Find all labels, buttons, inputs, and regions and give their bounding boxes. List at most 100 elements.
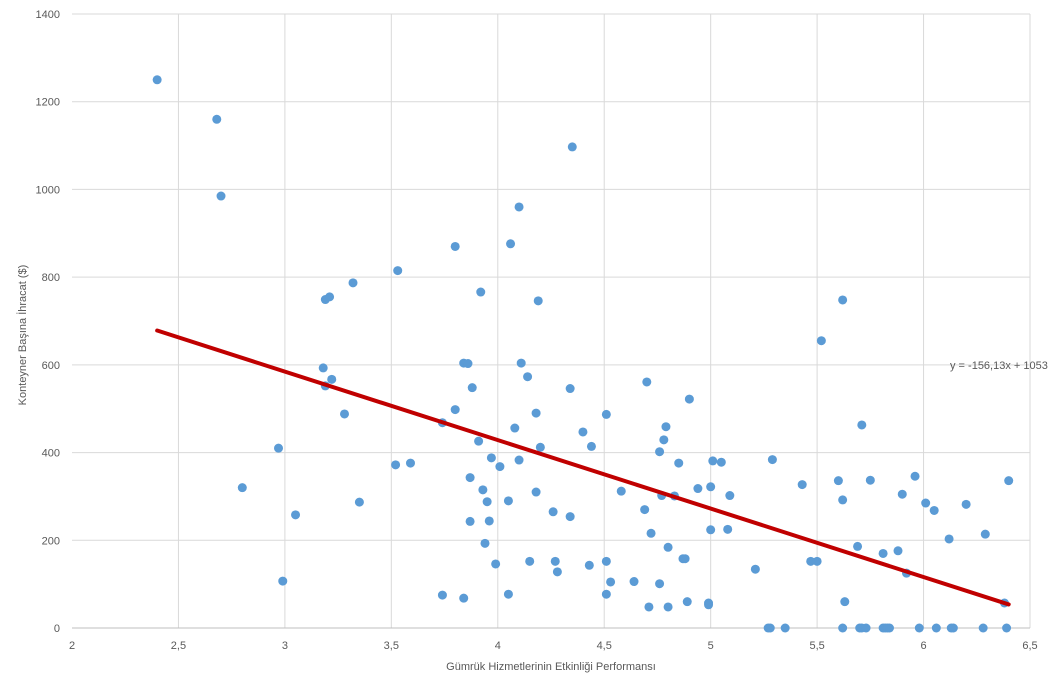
data-point <box>838 495 848 505</box>
data-point <box>640 505 650 515</box>
data-point <box>216 191 226 201</box>
data-point <box>405 458 415 468</box>
data-point <box>708 456 718 466</box>
data-point <box>354 497 364 507</box>
data-point <box>961 499 971 509</box>
data-point <box>663 602 673 612</box>
data-point <box>601 556 611 566</box>
data-point <box>980 529 990 539</box>
data-point <box>646 528 656 538</box>
x-tick-label: 5,5 <box>809 640 824 652</box>
data-point <box>531 487 541 497</box>
data-point <box>237 483 247 493</box>
data-point <box>514 202 524 212</box>
x-tick-label: 2 <box>69 640 75 652</box>
data-point <box>765 623 775 633</box>
data-point <box>655 579 665 589</box>
data-point <box>565 384 575 394</box>
data-point <box>465 516 475 526</box>
y-tick-label: 0 <box>54 623 60 635</box>
x-tick-label: 3,5 <box>384 640 399 652</box>
data-point <box>586 441 596 451</box>
x-tick-label: 5 <box>708 640 714 652</box>
y-tick-label: 1400 <box>36 9 60 21</box>
data-point <box>767 455 777 465</box>
data-point <box>644 602 654 612</box>
data-point <box>884 623 894 633</box>
data-point <box>921 498 931 508</box>
data-point <box>393 266 403 276</box>
data-point <box>840 597 850 607</box>
trendline-group: y = -156,13x + 1053 <box>155 328 1048 607</box>
x-tick-label: 4,5 <box>597 640 612 652</box>
data-point <box>853 541 863 551</box>
data-point <box>897 489 907 499</box>
data-point <box>391 460 401 470</box>
data-point <box>944 534 954 544</box>
data-point <box>463 359 473 369</box>
data-point <box>680 554 690 564</box>
trendline-equation: y = -156,13x + 1053 <box>950 360 1048 372</box>
data-point <box>480 538 490 548</box>
data-point <box>467 383 477 393</box>
data-point <box>914 623 924 633</box>
data-point <box>152 75 162 85</box>
data-point <box>838 295 848 305</box>
data-point <box>339 409 349 419</box>
data-point <box>506 239 516 249</box>
data-point <box>861 623 871 633</box>
data-point <box>704 600 714 610</box>
data-point <box>474 436 484 446</box>
data-point <box>1004 476 1014 486</box>
data-point <box>706 525 716 535</box>
data-point <box>684 394 694 404</box>
data-point <box>291 510 301 520</box>
data-point <box>503 589 513 599</box>
data-point <box>565 512 575 522</box>
data-point <box>533 296 543 306</box>
data-point <box>674 458 684 468</box>
data-point <box>716 457 726 467</box>
data-point <box>978 623 988 633</box>
data-point <box>725 491 735 501</box>
y-tick-label: 1000 <box>36 184 60 196</box>
data-point <box>212 114 222 124</box>
y-tick-label: 600 <box>42 360 60 372</box>
data-point <box>816 336 826 346</box>
data-point <box>750 564 760 574</box>
data-point <box>655 447 665 457</box>
data-point <box>548 507 558 517</box>
x-tick-label: 4 <box>495 640 501 652</box>
x-tick-label: 2,5 <box>171 640 186 652</box>
data-point <box>857 420 867 430</box>
data-point <box>806 556 816 566</box>
data-point <box>531 408 541 418</box>
x-tick-label: 6,5 <box>1022 640 1037 652</box>
data-point <box>663 542 673 552</box>
data-point <box>929 505 939 515</box>
data-point <box>616 486 626 496</box>
data-point <box>318 363 328 373</box>
data-point <box>584 560 594 570</box>
data-point <box>567 142 577 152</box>
data-point <box>516 358 526 368</box>
y-tick-label: 800 <box>42 272 60 284</box>
y-tick-label: 1200 <box>36 97 60 109</box>
data-point <box>1002 623 1012 633</box>
y-tick-label: 400 <box>42 448 60 460</box>
data-point <box>659 435 669 445</box>
data-point <box>491 559 501 569</box>
data-point <box>325 292 335 302</box>
data-point <box>514 455 524 465</box>
data-point <box>865 475 875 485</box>
y-tick-label: 200 <box>42 535 60 547</box>
data-point <box>450 241 460 251</box>
data-point <box>486 453 496 463</box>
data-point <box>661 422 671 432</box>
data-point <box>459 593 469 603</box>
x-tick-label: 3 <box>282 640 288 652</box>
data-point <box>838 623 848 633</box>
data-point <box>682 597 692 607</box>
